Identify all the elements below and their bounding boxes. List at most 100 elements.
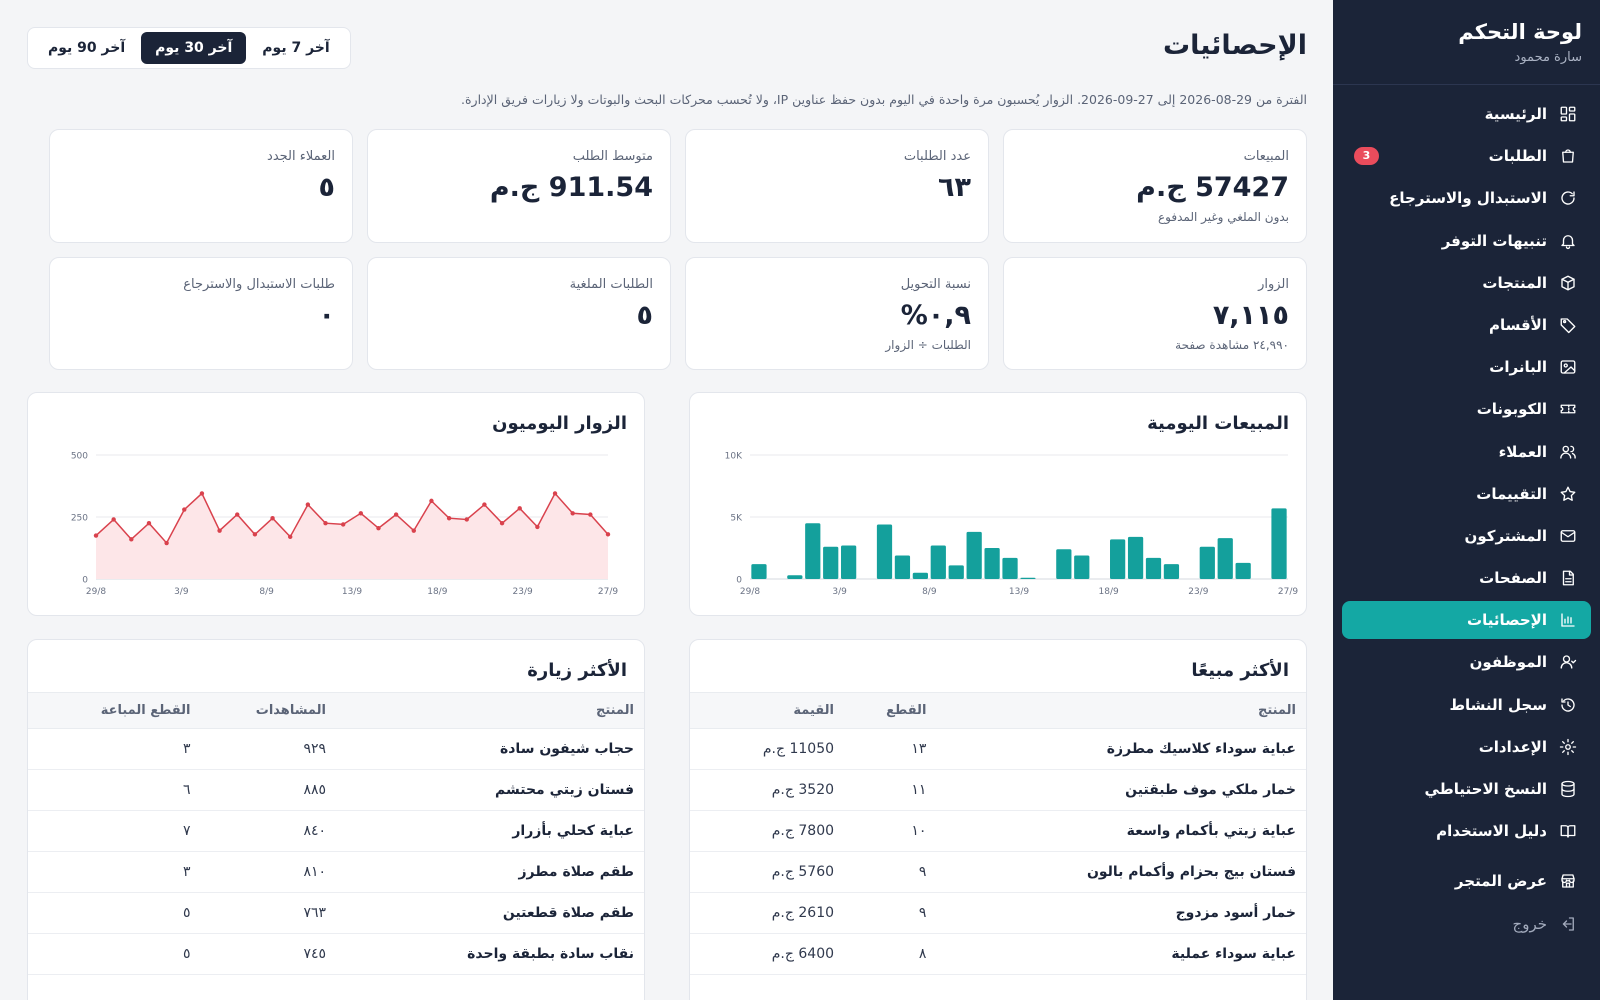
x-tick-label: 27/9	[1278, 587, 1298, 597]
visitors-point	[164, 540, 169, 546]
visitors-point	[411, 528, 416, 533]
database-icon	[1559, 780, 1577, 798]
daily-sales-title: المبيعات اليومية	[1147, 413, 1289, 434]
kpi-value: ٧,١١٥	[1212, 300, 1289, 331]
x-tick-label: 23/9	[513, 587, 533, 597]
nav-label: المنتجات	[1482, 273, 1547, 292]
visitors-point	[464, 517, 469, 522]
sidebar-item-book[interactable]: دليل الاستخدام	[1342, 812, 1591, 850]
view-store-link[interactable]: عرض المتجر	[1342, 862, 1591, 900]
history-icon	[1559, 696, 1577, 714]
sales-bar	[876, 524, 893, 579]
x-tick-label: 3/9	[174, 587, 189, 597]
kpi-value: ٥	[318, 172, 335, 203]
sales-bar	[912, 572, 928, 579]
period-tab-3[interactable]: آخر 90 يوم	[48, 40, 126, 56]
visitors-point	[288, 534, 293, 540]
daily-visitors-card: الزوار اليوميون 0 250 500 29/8 3/9 8/9 13/9 18/…	[27, 392, 645, 616]
sidebar-item-mail[interactable]: المشتركون	[1342, 517, 1591, 555]
cell-value: ٣	[28, 851, 201, 893]
sidebar-item-history[interactable]: سجل النشاط	[1342, 686, 1591, 724]
gear-icon	[1559, 738, 1577, 756]
top-visited-title: الأكثر زيارة	[527, 660, 627, 681]
cell-value: ٥	[28, 933, 201, 975]
period-tab-1[interactable]: آخر 7 يوم	[262, 40, 330, 56]
nav-label: النسخ الاحتياطي	[1424, 780, 1548, 798]
x-tick-label: 29/8	[740, 587, 760, 597]
x-tick-label: 8/9	[259, 587, 274, 597]
kpi-subtext: بدون الملغي وغير المدفوع	[1157, 210, 1289, 224]
x-tick-label: 23/9	[1188, 587, 1208, 597]
kpi-value: ٥	[636, 300, 653, 331]
cell-value: 11050 ج.م	[690, 728, 845, 770]
product-name: عباية سوداء عملية	[936, 933, 1306, 975]
visitors-point	[588, 512, 593, 517]
cell-value: ٩	[844, 892, 937, 934]
kpi-label: متوسط الطلب	[572, 149, 653, 164]
product-name: نقاب سادة بطبقة واحدة	[336, 933, 644, 975]
ticket-icon	[1559, 400, 1577, 418]
nav-label: الموظفون	[1469, 653, 1547, 672]
sales-bar	[1271, 508, 1287, 579]
x-tick-label: 18/9	[427, 587, 447, 597]
table-row: عباية كحلي بأزرار ٨٤٠ ٧	[28, 810, 644, 852]
sidebar-item-ticket[interactable]: الكوبونات	[1342, 390, 1591, 428]
y-tick-label: 10K	[725, 452, 743, 462]
nav-label: الأقسام	[1488, 315, 1547, 334]
nav-label: الإعدادات	[1478, 737, 1547, 756]
x-tick-label: 27/9	[598, 587, 618, 597]
sales-bar	[787, 575, 803, 579]
visitors-area	[96, 493, 608, 579]
visitors-point	[517, 506, 522, 511]
sidebar-item-document[interactable]: الصفحات	[1342, 559, 1591, 597]
sidebar-nav: الرئيسية الطلبات 3 الاستبدال والاسترجاع تنبي…	[1333, 85, 1600, 943]
kpi-value: ٠	[318, 300, 335, 331]
sidebar-item-bar-chart[interactable]: الإحصائيات	[1342, 601, 1591, 640]
logout-icon	[1559, 915, 1577, 933]
sidebar-item-box[interactable]: المنتجات	[1342, 264, 1591, 302]
nav-label: الاستبدال والاسترجاع	[1389, 189, 1547, 208]
bar-chart-icon	[1559, 611, 1577, 629]
period-tab-2[interactable]: آخر 30 يوم	[141, 32, 247, 64]
logout-button[interactable]: خروج	[1342, 905, 1591, 943]
column-header: القيمة	[690, 692, 845, 729]
cell-value: ٥	[28, 892, 201, 934]
kpi-label: عدد الطلبات	[903, 149, 971, 164]
visitors-point	[129, 537, 134, 542]
page-title: الإحصائيات	[1163, 30, 1307, 61]
sales-bar	[1056, 549, 1072, 579]
visitors-point	[182, 507, 187, 512]
sidebar-item-refresh[interactable]: الاستبدال والاسترجاع	[1342, 179, 1591, 217]
refresh-icon	[1559, 189, 1577, 207]
grid-icon	[1559, 105, 1577, 123]
sidebar-item-star[interactable]: التقييمات	[1342, 475, 1591, 513]
sidebar-item-image[interactable]: البانرات	[1342, 348, 1591, 386]
kpi-subtext: الطلبات ÷ الزوار	[885, 338, 971, 352]
x-tick-label: 29/8	[86, 587, 106, 597]
sales-bar	[841, 545, 857, 579]
sidebar-item-database[interactable]: النسخ الاحتياطي	[1342, 770, 1591, 808]
cell-value: 5760 ج.م	[690, 851, 845, 893]
nav-label: دليل الاستخدام	[1436, 822, 1547, 841]
table-row: خمار أسود مزدوج ٩ 2610 ج.م	[690, 892, 1306, 934]
nav-label: الإحصائيات	[1467, 611, 1547, 630]
sidebar-item-tag[interactable]: الأقسام	[1342, 306, 1591, 344]
sidebar-item-bell[interactable]: تنبيهات التوفر	[1342, 222, 1591, 260]
visitors-point	[146, 521, 152, 526]
sales-bar	[1002, 557, 1018, 579]
visitors-point	[605, 532, 611, 537]
store-icon	[1559, 872, 1577, 890]
sidebar-item-grid[interactable]: الرئيسية	[1342, 95, 1591, 133]
table-row: عباية سوداء كلاسيك مطرزة ١٣ 11050 ج.م	[690, 728, 1306, 770]
x-tick-label: 8/9	[922, 587, 937, 597]
sidebar-item-users[interactable]: العملاء	[1342, 433, 1591, 471]
sidebar-item-gear[interactable]: الإعدادات	[1342, 728, 1591, 766]
visitors-point	[217, 528, 222, 533]
sidebar-item-user[interactable]: الموظفون	[1342, 643, 1591, 681]
table-row: عباية زيتي بأكمام واسعة ١٠ 7800 ج.م	[690, 810, 1306, 852]
visitors-point	[111, 517, 116, 522]
star-icon	[1559, 485, 1577, 503]
kpi-card: العملاء الجدد ٥	[49, 129, 353, 243]
sidebar-item-bag[interactable]: الطلبات 3	[1342, 137, 1591, 175]
user-icon	[1559, 653, 1577, 671]
